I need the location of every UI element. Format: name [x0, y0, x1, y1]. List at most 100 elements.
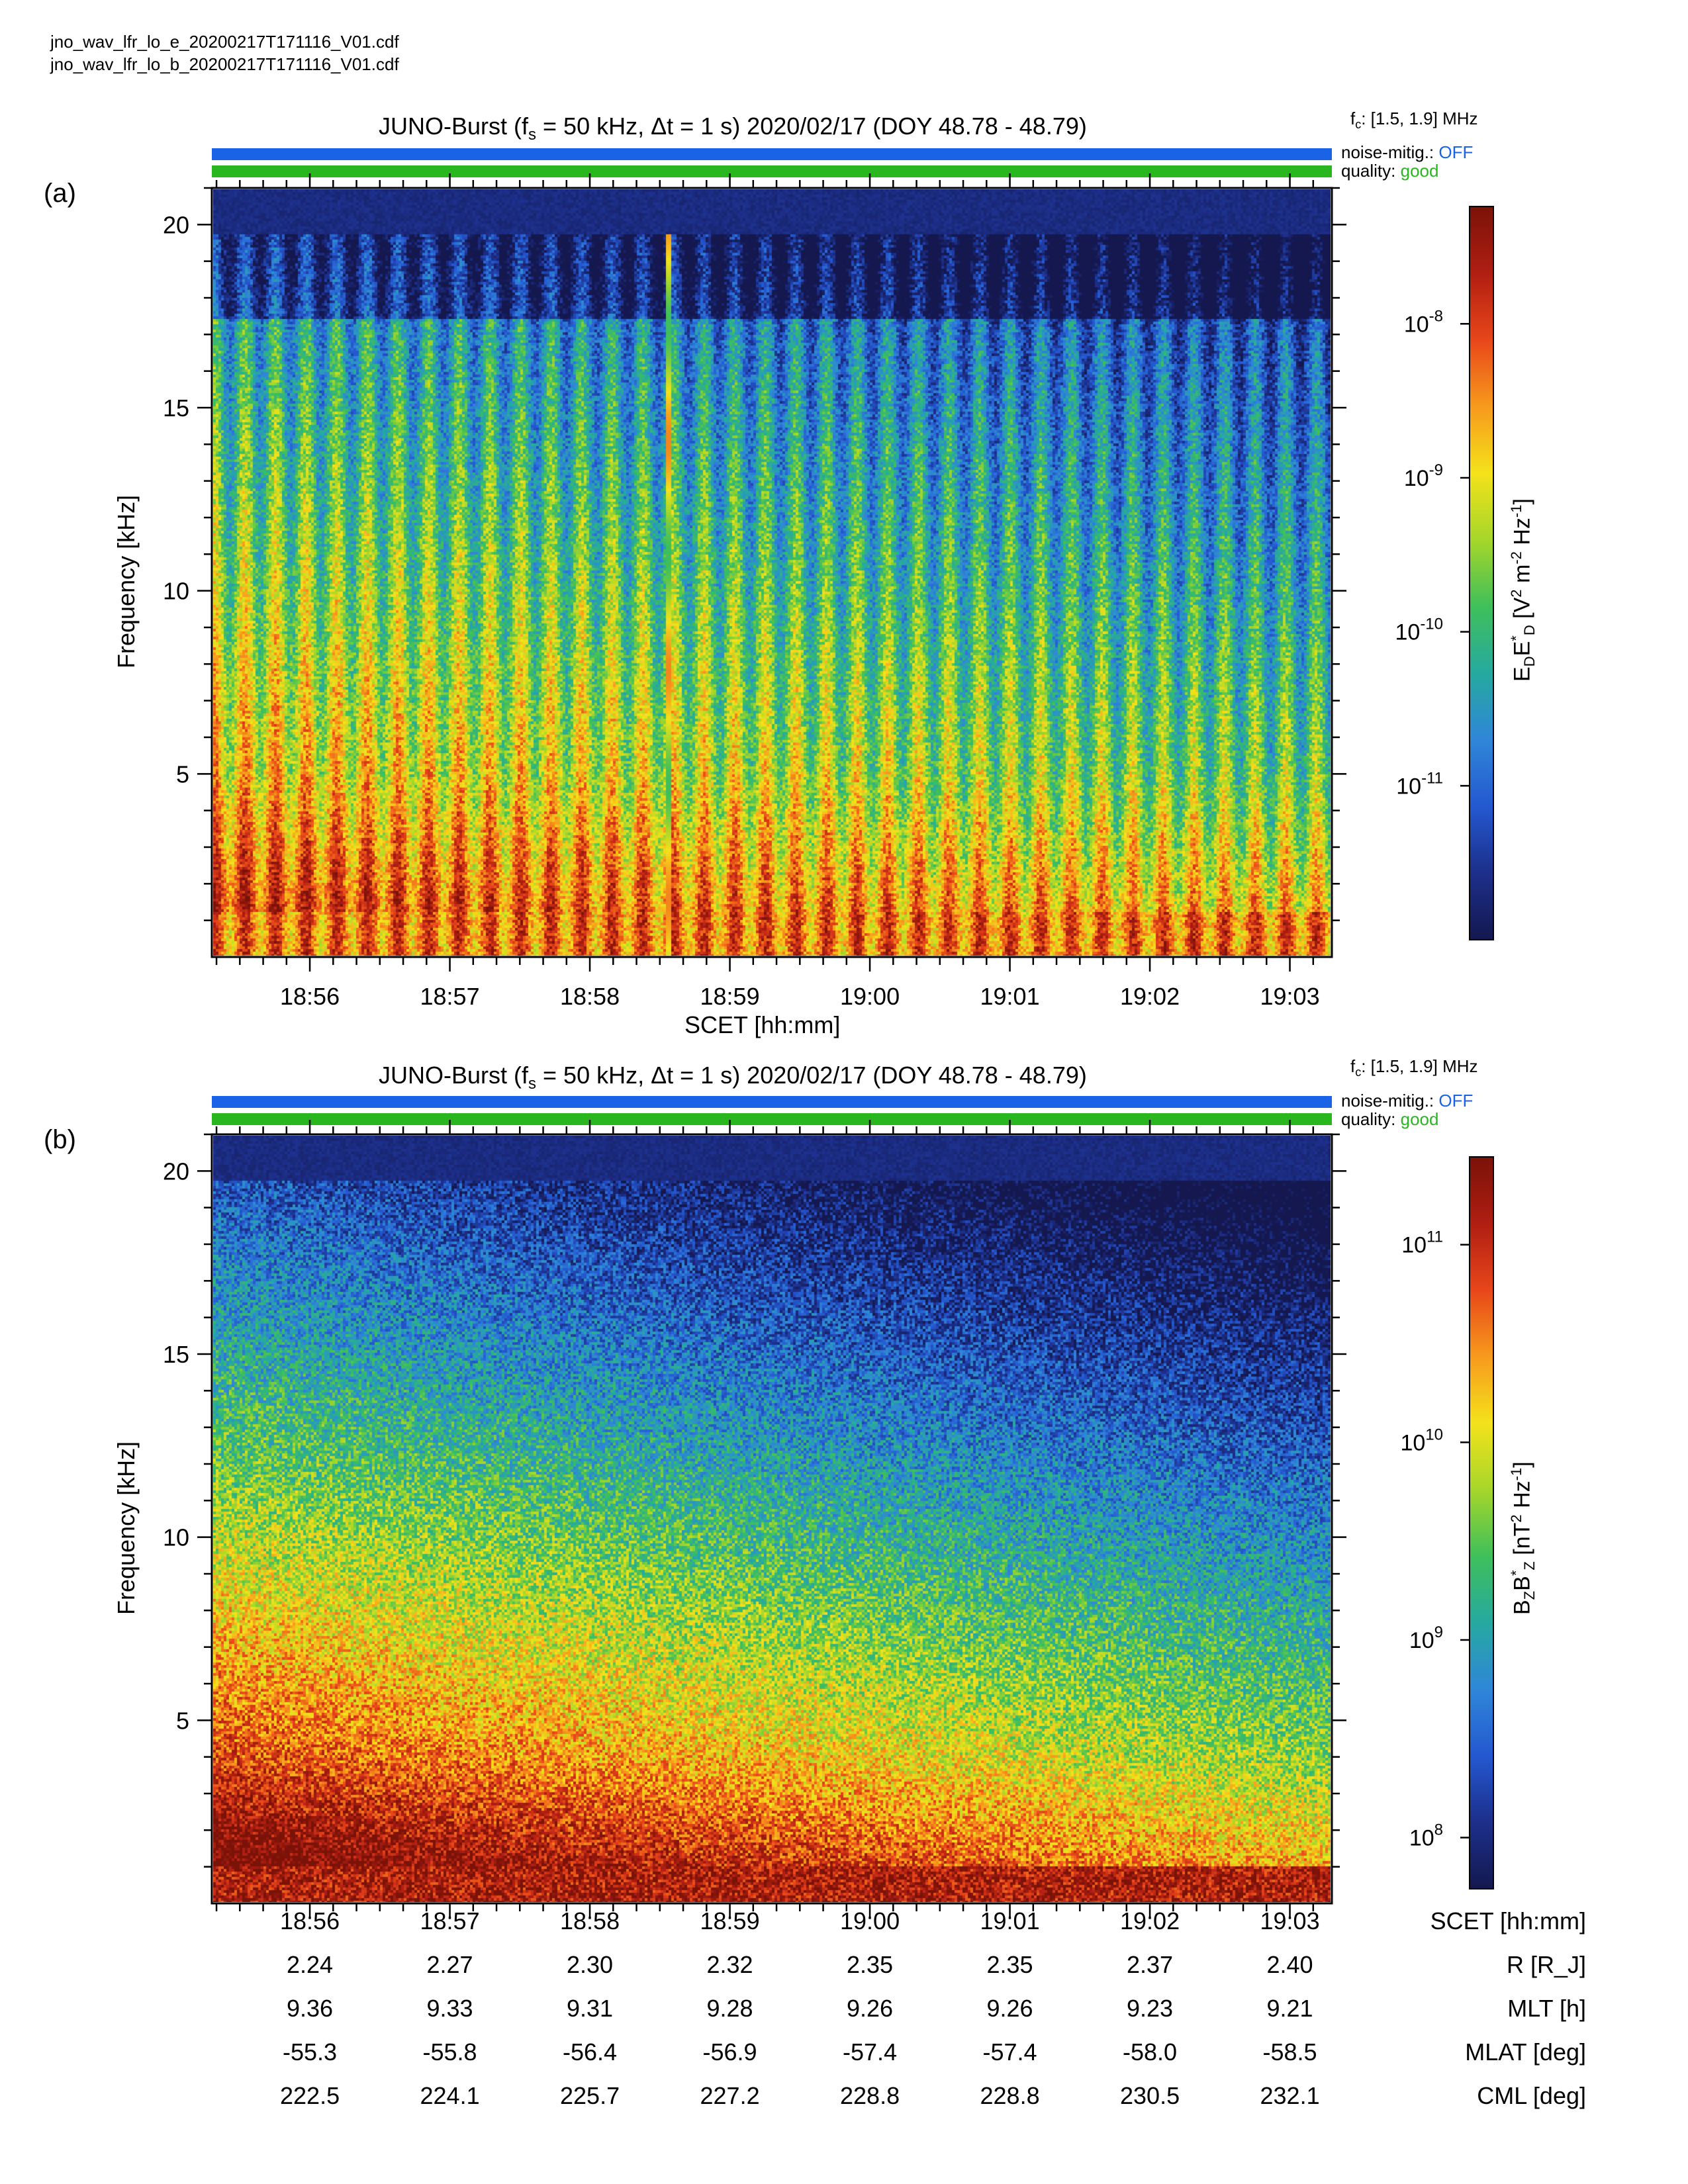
panel-a-ylabel: Frequency [kHz] — [113, 494, 140, 668]
panel-b-noise-bar — [212, 1096, 1332, 1108]
panel-a-colorbar-label: EDE*D [V2 m-2 Hz-1] — [1508, 498, 1538, 682]
noise-value: OFF — [1438, 142, 1474, 162]
fc-label: f — [1350, 109, 1356, 128]
ephemeris-value: -57.4 — [982, 2038, 1037, 2066]
colorbar-tick-label: 10-8 — [1404, 307, 1443, 337]
y-tick-label: 20 — [163, 211, 189, 238]
panel-b-title: JUNO-Burst (fs = 50 kHz, Δt = 1 s) 2020/… — [379, 1062, 1504, 1093]
panel-a-quality: quality: good — [1341, 161, 1438, 181]
ephemeris-value: 9.26 — [847, 1995, 894, 2022]
ephemeris-value: 228.8 — [980, 2082, 1040, 2109]
quality-value: good — [1400, 161, 1439, 181]
ephemeris-value: 18:59 — [700, 1907, 760, 1934]
colorbar-tick-label: 1011 — [1401, 1228, 1443, 1258]
colorbar-tick-label: 108 — [1409, 1821, 1443, 1851]
ephemeris-value: 228.8 — [840, 2082, 900, 2109]
colorbar — [1469, 206, 1494, 940]
panel-b-fc: fc: [1.5, 1.9] MHz — [1350, 1056, 1478, 1079]
panel-b-quality: quality: good — [1341, 1109, 1438, 1130]
ephemeris-row-label: MLAT [deg] — [1465, 2038, 1586, 2066]
panel-a-tag: (a) — [44, 179, 76, 208]
ephemeris-value: 19:02 — [1120, 1907, 1180, 1934]
file-name-b: jno_wav_lfr_lo_b_20200217T171116_V01.cdf — [50, 54, 399, 74]
ephemeris-value: 19:03 — [1260, 1907, 1320, 1934]
colorbar-tick-label: 10-9 — [1404, 461, 1443, 491]
ephemeris-row-label: MLT [h] — [1507, 1995, 1586, 2022]
ephemeris-value: 19:01 — [980, 1907, 1040, 1934]
x-tick-label: 19:03 — [1260, 983, 1320, 1010]
ephemeris-row-label: SCET [hh:mm] — [1430, 1907, 1586, 1934]
quality-label: quality: — [1341, 1109, 1396, 1129]
ephemeris-value: 9.28 — [706, 1995, 753, 2022]
ephemeris-value: 232.1 — [1260, 2082, 1320, 2109]
ephemeris-value: 9.36 — [287, 1995, 334, 2022]
y-tick-label: 10 — [163, 1524, 189, 1551]
panel-b-noise: noise-mitig.: OFF — [1341, 1091, 1473, 1111]
fc-label: f — [1350, 1056, 1356, 1076]
panel-b-spectrogram — [213, 1136, 1331, 1902]
panel-a-spectrogram — [213, 189, 1331, 956]
ephemeris-value: -55.3 — [283, 2038, 338, 2066]
y-tick-label: 15 — [163, 1341, 189, 1368]
panel-a-noise: noise-mitig.: OFF — [1341, 142, 1473, 163]
panel-b-tag: (b) — [44, 1125, 76, 1154]
colorbar-tick-label: 109 — [1409, 1623, 1443, 1653]
panel-a-quality-bar — [212, 165, 1332, 177]
panel-b-quality-bar — [212, 1113, 1332, 1125]
quality-label: quality: — [1341, 161, 1396, 181]
noise-value: OFF — [1438, 1091, 1474, 1111]
x-tick-label: 19:02 — [1120, 983, 1180, 1010]
fc-range: : [1.5, 1.9] MHz — [1361, 109, 1478, 128]
title-text-rest: = 50 kHz, Δt = 1 s) 2020/02/17 (DOY 48.7… — [536, 1062, 1087, 1089]
x-tick-label: 19:01 — [980, 983, 1040, 1010]
ephemeris-value: 2.37 — [1127, 1951, 1174, 1978]
quality-value: good — [1400, 1109, 1439, 1129]
x-tick-label: 18:59 — [700, 983, 760, 1010]
ephemeris-value: 2.40 — [1266, 1951, 1313, 1978]
ephemeris-value: 9.31 — [567, 1995, 614, 2022]
ephemeris-value: -56.4 — [563, 2038, 618, 2066]
ephemeris-value: -56.9 — [702, 2038, 757, 2066]
title-text: JUNO-Burst (f — [379, 1062, 529, 1089]
title-subscript: s — [528, 1075, 537, 1093]
x-tick-label: 18:57 — [420, 983, 480, 1010]
panel-a-fc: fc: [1.5, 1.9] MHz — [1350, 109, 1478, 132]
plot-frame — [211, 1133, 1333, 1905]
panel-a-noise-bar — [212, 148, 1332, 160]
ephemeris-value: 9.21 — [1266, 1995, 1313, 2022]
ephemeris-value: 18:56 — [280, 1907, 340, 1934]
y-tick-label: 10 — [163, 578, 189, 605]
ephemeris-value: 230.5 — [1120, 2082, 1180, 2109]
ephemeris-value: 2.27 — [426, 1951, 473, 1978]
ephemeris-value: -55.8 — [422, 2038, 477, 2066]
panel-b-colorbar-label: BZB*Z [nT2 Hz-1] — [1508, 1461, 1538, 1615]
fc-sub: c — [1355, 1066, 1362, 1079]
file-name-e: jno_wav_lfr_lo_e_20200217T171116_V01.cdf — [50, 32, 399, 52]
x-tick-label: 18:56 — [280, 983, 340, 1010]
ephemeris-value: 9.23 — [1127, 1995, 1174, 2022]
ephemeris-value: 2.35 — [986, 1951, 1033, 1978]
ephemeris-value: 19:00 — [840, 1907, 900, 1934]
ephemeris-value: 2.30 — [567, 1951, 614, 1978]
ephemeris-value: 2.35 — [847, 1951, 894, 1978]
ephemeris-value: 222.5 — [280, 2082, 340, 2109]
ephemeris-value: 9.33 — [426, 1995, 473, 2022]
y-tick-label: 20 — [163, 1158, 189, 1185]
colorbar-tick-label: 10-11 — [1396, 769, 1443, 799]
ephemeris-value: 227.2 — [700, 2082, 760, 2109]
x-tick-label: 18:58 — [560, 983, 620, 1010]
title-text-rest: = 50 kHz, Δt = 1 s) 2020/02/17 (DOY 48.7… — [536, 113, 1087, 140]
ephemeris-value: -58.0 — [1123, 2038, 1178, 2066]
y-tick-label: 5 — [176, 760, 189, 788]
y-tick-label: 15 — [163, 394, 189, 422]
plot-frame — [211, 187, 1333, 958]
ephemeris-value: 2.32 — [706, 1951, 753, 1978]
ephemeris-value: 9.26 — [986, 1995, 1033, 2022]
ephemeris-row-label: CML [deg] — [1477, 2082, 1586, 2109]
x-tick-label: 19:00 — [840, 983, 900, 1010]
panel-a-title: JUNO-Burst (fs = 50 kHz, Δt = 1 s) 2020/… — [379, 113, 1504, 144]
fc-range: : [1.5, 1.9] MHz — [1361, 1056, 1478, 1076]
title-subscript: s — [528, 126, 537, 144]
panel-b-ylabel: Frequency [kHz] — [113, 1441, 140, 1615]
